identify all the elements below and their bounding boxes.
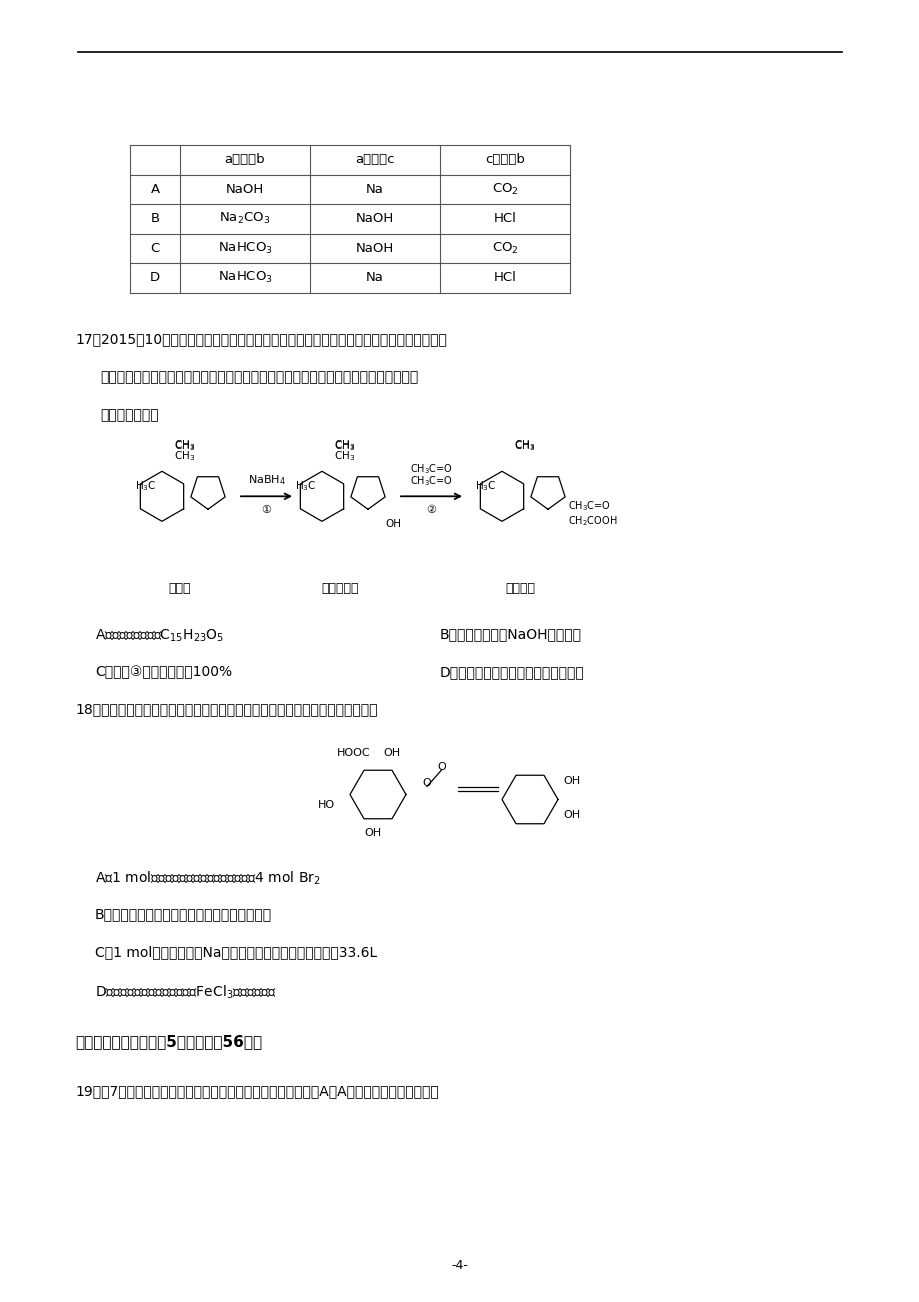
Text: 二．填空题（本题共有5个小题，共56分）: 二．填空题（本题共有5个小题，共56分） [75,1035,262,1049]
Text: 19．（7分）四川盛产五倍子。以五倍子为原料可以制得化合物A。A的结构简式如下图所示：: 19．（7分）四川盛产五倍子。以五倍子为原料可以制得化合物A。A的结构简式如下图… [75,1085,438,1099]
Text: 17．2015年10月，中国科学家屠啇吧获得诺贝尔生理学或医学奖，理由是她发现了青蒿素，: 17．2015年10月，中国科学家屠啇吧获得诺贝尔生理学或医学奖，理由是她发现了… [75,332,447,346]
Text: NaOH: NaOH [226,182,264,195]
Text: OH: OH [382,749,400,759]
Text: OH: OH [384,519,401,530]
Text: HOOC: HOOC [336,749,369,759]
Text: ①: ① [261,505,271,516]
Text: HO: HO [318,799,335,810]
Text: 青蒿琥酯: 青蒿琥酯 [505,582,535,595]
Text: NaHCO$_3$: NaHCO$_3$ [217,271,272,285]
Text: NaHCO$_3$: NaHCO$_3$ [217,241,272,255]
Text: Na: Na [366,182,383,195]
Text: C．反应③原子利用率为100%: C．反应③原子利用率为100% [95,665,232,680]
Text: a转化为b: a转化为b [224,154,265,167]
Text: HCl: HCl [493,212,516,225]
Text: 双氢青蒿素: 双氢青蒿素 [321,582,358,595]
Text: 18．金銀花中能提取出有很高的药用价値的绿原酸（如图），下列说法错误的是: 18．金銀花中能提取出有很高的药用价値的绿原酸（如图），下列说法错误的是 [75,703,377,716]
Text: O: O [437,762,446,772]
Text: CH$_3$: CH$_3$ [175,439,196,452]
Text: CH$_3$C=O: CH$_3$C=O [410,462,452,477]
Text: B: B [151,212,159,225]
Text: B．青蓿素不能与NaOH溢液反应: B．青蓿素不能与NaOH溢液反应 [439,628,582,642]
Text: c转化为b: c转化为b [484,154,525,167]
Text: a转化为c: a转化为c [355,154,394,167]
Text: OH: OH [364,828,381,837]
Text: CH$_3$: CH$_3$ [175,449,196,464]
Text: D．青蓿琥脂不能与碳酸氢钓溢液反应: D．青蓿琥脂不能与碳酸氢钓溢液反应 [439,665,584,680]
Text: HCl: HCl [493,271,516,284]
Text: C: C [150,242,160,255]
Text: D: D [150,271,160,284]
Text: A: A [151,182,159,195]
Text: C．1 mol绿原酸与足量Na反应生成气体在标况下的体积为33.6L: C．1 mol绿原酸与足量Na反应生成气体在标况下的体积为33.6L [95,945,377,960]
Text: NaBH$_4$: NaBH$_4$ [247,474,285,487]
Text: NaOH: NaOH [356,242,393,255]
Text: CH$_3$C=O: CH$_3$C=O [410,474,452,488]
Text: B．绿原酸能发生取代、加成、消去和氧化反应: B．绿原酸能发生取代、加成、消去和氧化反应 [95,907,272,922]
Text: ②: ② [426,505,436,516]
Text: CH$_3$: CH$_3$ [334,440,356,453]
Text: CO$_2$: CO$_2$ [491,241,517,255]
Text: Na: Na [366,271,383,284]
Text: H$_3$C: H$_3$C [474,479,496,493]
Text: O: O [422,777,431,788]
Text: 关说法正确的是: 关说法正确的是 [100,409,158,423]
Text: H$_3$C: H$_3$C [135,479,156,493]
Text: CH$_3$C=O: CH$_3$C=O [567,500,610,513]
Text: Na$_2$CO$_3$: Na$_2$CO$_3$ [219,211,270,227]
Text: D．绿原酸水解的一种产物能与FeCl$_3$发生显色反应: D．绿原酸水解的一种产物能与FeCl$_3$发生显色反应 [95,983,277,1001]
Text: -4-: -4- [451,1259,468,1272]
Text: NaOH: NaOH [356,212,393,225]
Text: CO$_2$: CO$_2$ [491,182,517,197]
Text: CH$_3$: CH$_3$ [514,440,535,453]
Text: 青蒿素: 青蒿素 [168,582,191,595]
Text: H$_3$C: H$_3$C [295,479,316,493]
Text: CH$_2$COOH: CH$_2$COOH [567,514,617,529]
Text: OH: OH [562,810,580,819]
Text: OH: OH [562,776,580,786]
Text: CH$_3$: CH$_3$ [334,439,356,452]
Text: 并用青蒿素两步合成得到青蓿琥脂，这种药品可以有效降低疾疾患者的死亡率。下列有: 并用青蒿素两步合成得到青蓿琥脂，这种药品可以有效降低疾疾患者的死亡率。下列有 [100,371,418,384]
Text: CH$_3$: CH$_3$ [514,439,535,452]
Text: CH$_3$: CH$_3$ [334,449,356,464]
Text: A．青蓿素分子式为C$_{15}$H$_{23}$O$_5$: A．青蓿素分子式为C$_{15}$H$_{23}$O$_5$ [95,628,224,644]
Text: CH$_3$: CH$_3$ [175,440,196,453]
Text: A．1 mol绿原酸与足量溢水反应，最多消耗4 mol Br$_2$: A．1 mol绿原酸与足量溢水反应，最多消耗4 mol Br$_2$ [95,870,321,887]
